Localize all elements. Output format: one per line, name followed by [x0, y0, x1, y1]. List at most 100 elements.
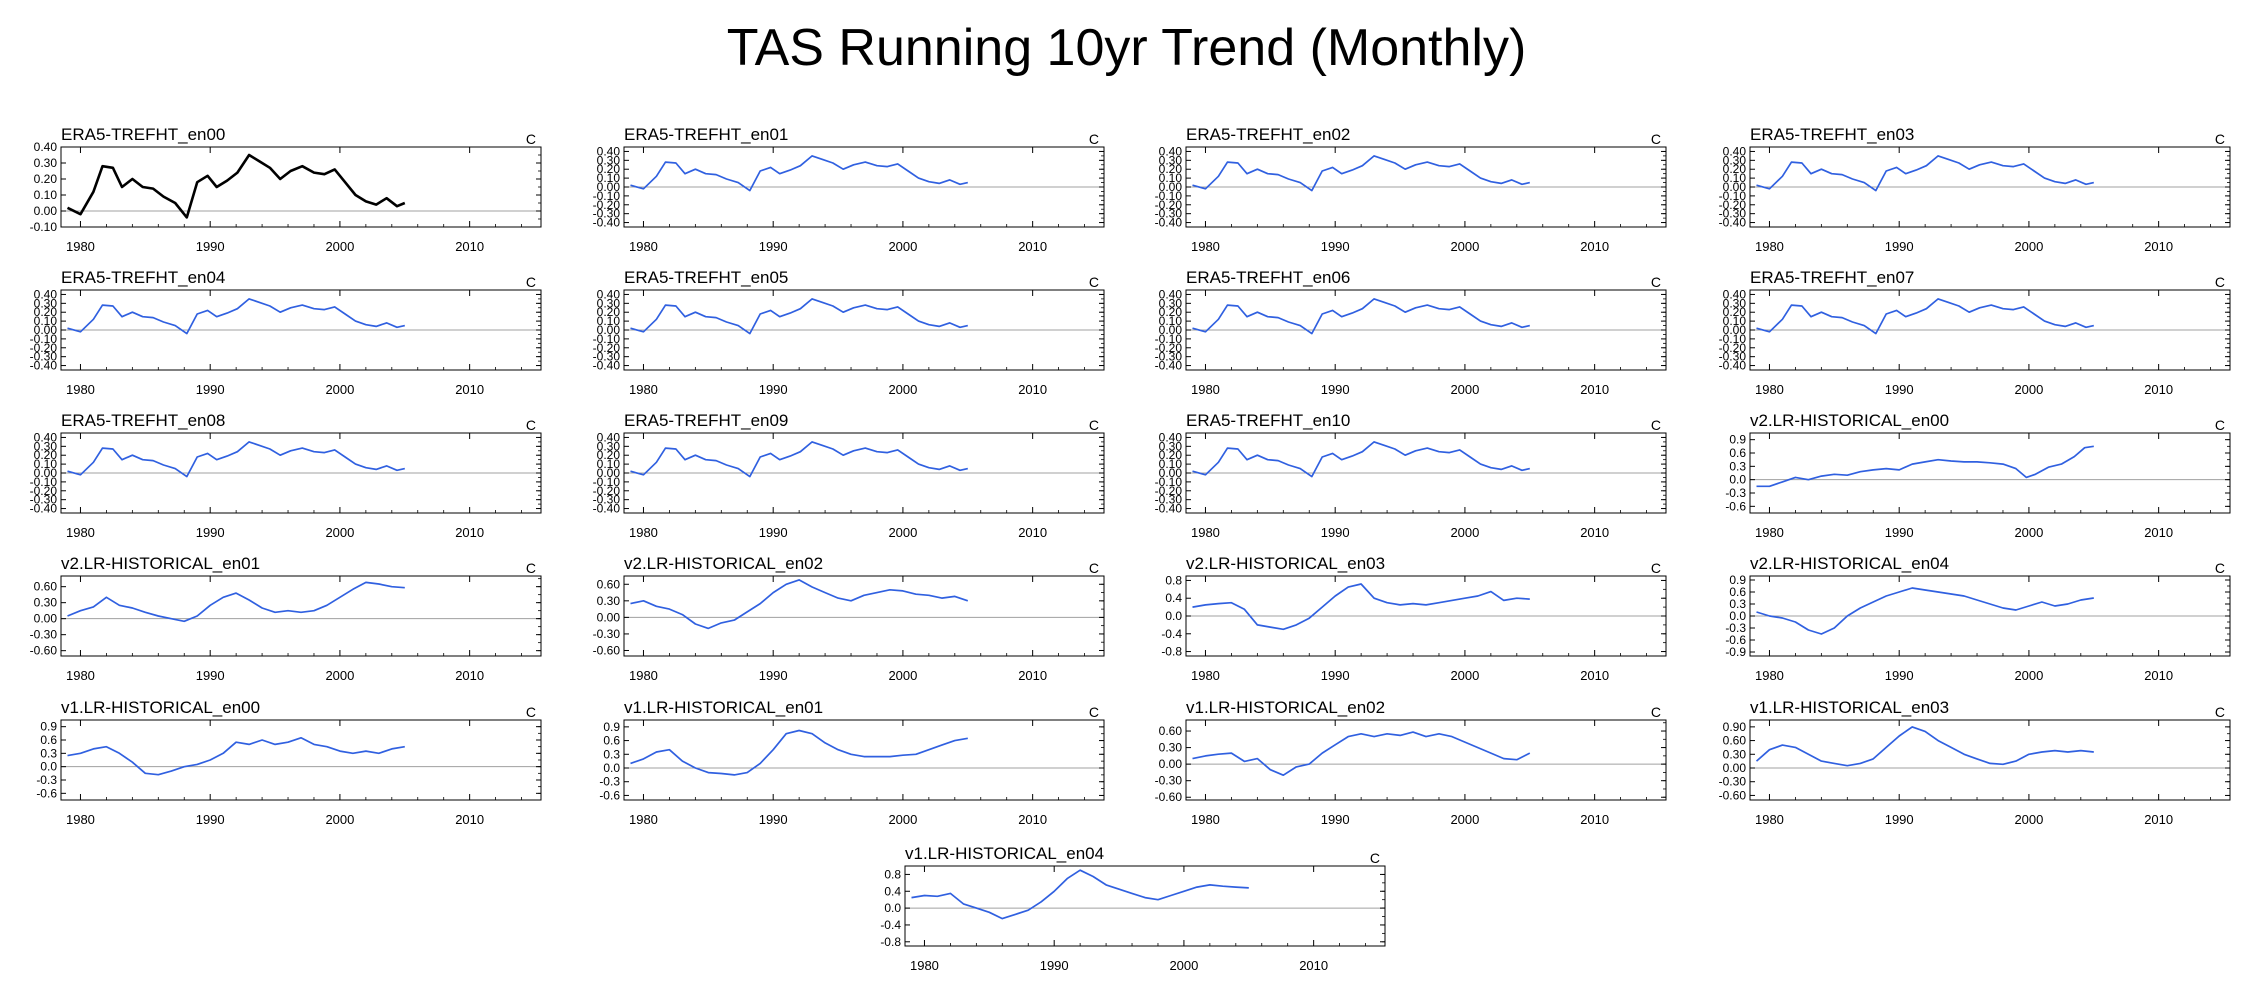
series-line: [630, 155, 968, 192]
x-tick-label: 2010: [1580, 668, 1609, 683]
units-label: C: [526, 131, 536, 147]
units-label: C: [526, 417, 536, 433]
panel-title: v2.LR-HISTORICAL_en04: [1750, 554, 1949, 573]
panel-title: v2.LR-HISTORICAL_en00: [1750, 411, 1949, 430]
y-tick-label: -0.20: [593, 198, 621, 212]
x-tick-label: 1990: [1321, 525, 1350, 540]
chart-panel: ERA5-TREFHT_en04 C0.400.300.200.100.00-0.…: [30, 268, 542, 397]
y-tick-label: -0.20: [30, 341, 58, 355]
x-tick-label: 2010: [455, 668, 484, 683]
x-tick-label: 2010: [2144, 668, 2173, 683]
series-line: [1756, 445, 2094, 488]
x-tick-label: 1990: [759, 668, 788, 683]
page-title: TAS Running 10yr Trend (Monthly): [726, 19, 1527, 77]
y-tick-label: 0.20: [597, 162, 621, 176]
x-tick-label: 2010: [1018, 239, 1047, 254]
y-tick-label: 0.40: [1159, 430, 1183, 444]
x-tick-label: 2010: [2144, 382, 2173, 397]
series-line: [1192, 731, 1531, 777]
y-tick-label: 0.30: [597, 594, 621, 608]
y-tick-label: 0.40: [34, 430, 58, 444]
x-tick-label: 2010: [1580, 812, 1609, 827]
chart-panel: ERA5-TREFHT_en02 C0.400.300.200.100.00-0.…: [1155, 125, 1667, 254]
y-tick-label: 0.00: [597, 323, 621, 337]
x-tick-label: 1990: [1321, 239, 1350, 254]
chart-panel: v2.LR-HISTORICAL_en04 C0.90.60.30.0-0.3-0…: [1725, 554, 2231, 683]
x-tick-label: 1980: [1191, 239, 1220, 254]
x-tick-label: 1980: [1755, 239, 1784, 254]
series-line: [630, 441, 968, 478]
x-tick-label: 1980: [66, 382, 95, 397]
y-tick-label: -0.4: [1161, 627, 1182, 641]
x-tick-label: 1990: [1885, 239, 1914, 254]
y-tick-label: -0.30: [30, 350, 58, 364]
panel-title: ERA5-TREFHT_en04: [61, 268, 225, 287]
x-tick-label: 2000: [888, 239, 917, 254]
units-label: C: [2215, 560, 2225, 576]
units-label: C: [1370, 850, 1380, 866]
x-tick-label: 1990: [1885, 668, 1914, 683]
y-tick-label: 0.10: [597, 171, 621, 185]
x-tick-label: 1980: [629, 382, 658, 397]
x-tick-label: 1990: [1885, 812, 1914, 827]
x-tick-label: 1980: [1191, 525, 1220, 540]
y-tick-label: 0.30: [34, 156, 58, 170]
series-line: [67, 441, 405, 478]
y-tick-label: 0.00: [1159, 323, 1183, 337]
series-line: [630, 298, 968, 335]
y-tick-label: -0.10: [30, 475, 58, 489]
y-tick-label: 0.00: [597, 466, 621, 480]
x-tick-label: 1980: [66, 239, 95, 254]
y-tick-label: 0.90: [1723, 720, 1747, 734]
x-tick-label: 1980: [629, 668, 658, 683]
y-tick-label: -0.30: [30, 493, 58, 507]
y-tick-label: 0.00: [1723, 761, 1747, 775]
y-tick-label: 0.3: [1729, 597, 1746, 611]
x-tick-label: 1990: [759, 525, 788, 540]
units-label: C: [2215, 704, 2225, 720]
plot-frame: [60, 575, 542, 657]
y-tick-label: 0.10: [1159, 457, 1183, 471]
y-tick-label: 0.20: [1723, 305, 1747, 319]
x-tick-label: 1980: [629, 239, 658, 254]
y-tick-label: -0.20: [1155, 484, 1183, 498]
x-tick-label: 1980: [1191, 668, 1220, 683]
units-label: C: [2215, 274, 2225, 290]
x-tick-label: 2010: [1580, 239, 1609, 254]
y-tick-label: -0.6: [36, 786, 57, 800]
y-tick-label: 0.40: [1723, 287, 1747, 301]
chart-panel: ERA5-TREFHT_en05 C0.400.300.200.100.00-0.…: [593, 268, 1105, 397]
y-tick-label: -0.3: [599, 775, 620, 789]
chart-panel: ERA5-TREFHT_en06 C0.400.300.200.100.00-0.…: [1155, 268, 1667, 397]
y-tick-label: -0.10: [593, 332, 621, 346]
x-tick-label: 1990: [759, 382, 788, 397]
y-tick-label: 0.30: [1159, 741, 1183, 755]
y-tick-label: 0.30: [1723, 296, 1747, 310]
y-tick-label: -0.60: [1719, 788, 1747, 802]
y-tick-label: 0.30: [34, 296, 58, 310]
units-label: C: [1651, 131, 1661, 147]
panel-title: ERA5-TREFHT_en05: [624, 268, 788, 287]
x-tick-label: 2000: [2014, 812, 2043, 827]
y-tick-label: 0.30: [1723, 153, 1747, 167]
y-tick-label: 0.20: [597, 305, 621, 319]
units-label: C: [1089, 274, 1099, 290]
x-tick-label: 1990: [1321, 668, 1350, 683]
y-tick-label: -0.30: [593, 627, 621, 641]
plot-frame: [60, 146, 542, 228]
y-tick-label: -0.40: [1155, 216, 1183, 230]
y-tick-label: 0.3: [1729, 459, 1746, 473]
x-tick-label: 1980: [1191, 382, 1220, 397]
y-tick-label: 0.10: [34, 457, 58, 471]
panel-title: v2.LR-HISTORICAL_en03: [1186, 554, 1385, 573]
y-tick-label: 0.40: [1159, 287, 1183, 301]
x-tick-label: 2000: [888, 812, 917, 827]
y-tick-label: -0.30: [1155, 350, 1183, 364]
series-line: [1192, 583, 1530, 631]
chart-panel: v2.LR-HISTORICAL_en01 C 0.60 0.30 0.00 -0.30 -…: [30, 554, 542, 683]
y-tick-label: 0.4: [884, 884, 901, 898]
y-tick-label: 0.9: [603, 720, 620, 734]
x-tick-label: 1990: [196, 382, 225, 397]
units-label: C: [1089, 131, 1099, 147]
